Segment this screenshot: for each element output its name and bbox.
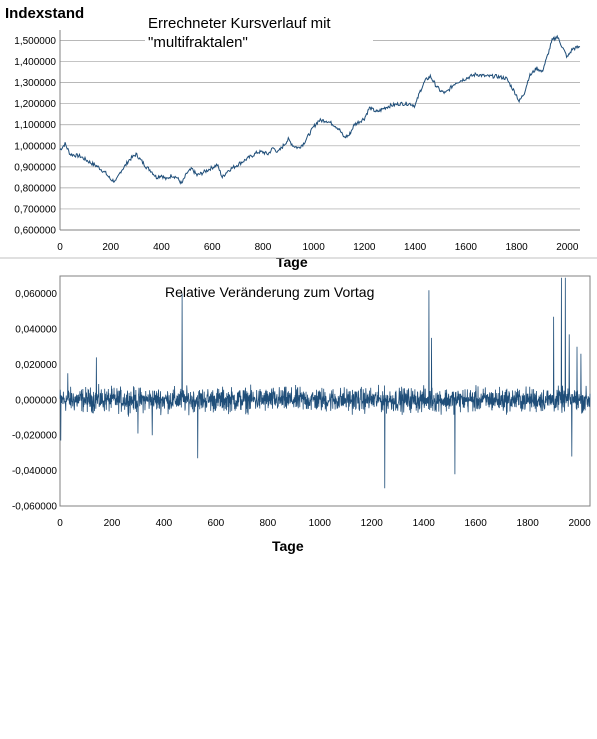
bottom-x-tick-label: 800	[259, 518, 276, 529]
top-x-axis-label: Tage	[276, 254, 308, 270]
bottom-x-tick-label: 2000	[568, 518, 591, 529]
top-x-tick-label: 1200	[353, 242, 376, 253]
bottom-x-tick-label: 200	[104, 518, 121, 529]
bottom-plot-area	[59, 275, 591, 507]
bottom-x-tick-label: 400	[156, 518, 173, 529]
bottom-x-tick-label: 1600	[465, 518, 488, 529]
bottom-y-tick-label: 0,040000	[15, 325, 57, 336]
top-y-tick-labels: 0,600000 0,700000 0,800000 0,900000 1,000000…	[14, 36, 56, 236]
top-plot-area	[60, 30, 580, 230]
top-y-tick-label: 1,100000	[14, 120, 56, 131]
top-y-tick-label: 1,400000	[14, 57, 56, 68]
bottom-y-tick-label: 0,000000	[15, 395, 57, 406]
index-series-line	[59, 34, 581, 185]
change-series-line	[59, 277, 591, 489]
bottom-y-tick-label: 0,060000	[15, 289, 57, 300]
bottom-chart-title: Relative Veränderung zum Vortag	[165, 284, 374, 300]
top-x-tick-label: 800	[255, 242, 272, 253]
top-x-tick-label: 1000	[303, 242, 326, 253]
bottom-x-tick-label: 1400	[413, 518, 436, 529]
top-y-tick-label: 0,900000	[14, 162, 56, 173]
top-y-tick-label: 0,600000	[14, 226, 56, 237]
top-x-tick-label: 1800	[505, 242, 528, 253]
title-box	[145, 12, 373, 56]
top-x-tick-label: 2000	[556, 242, 579, 253]
bottom-y-tick-label: -0,020000	[12, 431, 57, 442]
top-x-tick-label: 200	[102, 242, 119, 253]
price-chart: 0,600000 0,700000 0,800000 0,900000 1,000000…	[5, 5, 581, 270]
top-x-tick-label: 1600	[455, 242, 478, 253]
top-y-tick-label: 1,200000	[14, 99, 56, 110]
bottom-x-tick-label: 1000	[309, 518, 332, 529]
top-chart-title-line2: "multifraktalen"	[148, 34, 248, 51]
top-y-tick-label: 0,800000	[14, 183, 56, 194]
top-gridlines	[60, 40, 580, 231]
top-y-tick-label: 1,500000	[14, 36, 56, 47]
bottom-x-tick-label: 1800	[517, 518, 540, 529]
bottom-x-tick-labels: 0 200 400 600 800 1000 1200 1400 1600 1800 2000	[57, 518, 591, 529]
bottom-y-tick-label: -0,060000	[12, 502, 57, 513]
top-x-tick-labels: 0 200 400 600 800 1000 1200 1400 1600 1800 2000	[57, 242, 579, 253]
top-x-tick-label: 1400	[404, 242, 427, 253]
top-y-tick-label: 1,300000	[14, 78, 56, 89]
bottom-y-tick-label: 0,020000	[15, 360, 57, 371]
bottom-x-axis-label: Tage	[272, 538, 304, 554]
top-y-tick-label: 0,700000	[14, 204, 56, 215]
top-x-tick-label: 0	[57, 242, 63, 253]
top-y-axis-label: Indexstand	[5, 5, 84, 22]
bottom-x-tick-label: 600	[208, 518, 225, 529]
change-chart: -0,060000 -0,040000 -0,020000 0,000000 0,020…	[12, 275, 591, 554]
bottom-x-tick-label: 0	[57, 518, 63, 529]
top-chart-title: Errechneter Kursverlauf mit	[148, 15, 331, 32]
top-x-tick-label: 600	[204, 242, 221, 253]
bottom-y-tick-labels: -0,060000 -0,040000 -0,020000 0,000000 0,020…	[12, 289, 57, 512]
bottom-y-tick-label: -0,040000	[12, 466, 57, 477]
top-x-tick-label: 400	[153, 242, 170, 253]
bottom-x-tick-label: 1200	[361, 518, 384, 529]
top-y-tick-label: 1,000000	[14, 141, 56, 152]
